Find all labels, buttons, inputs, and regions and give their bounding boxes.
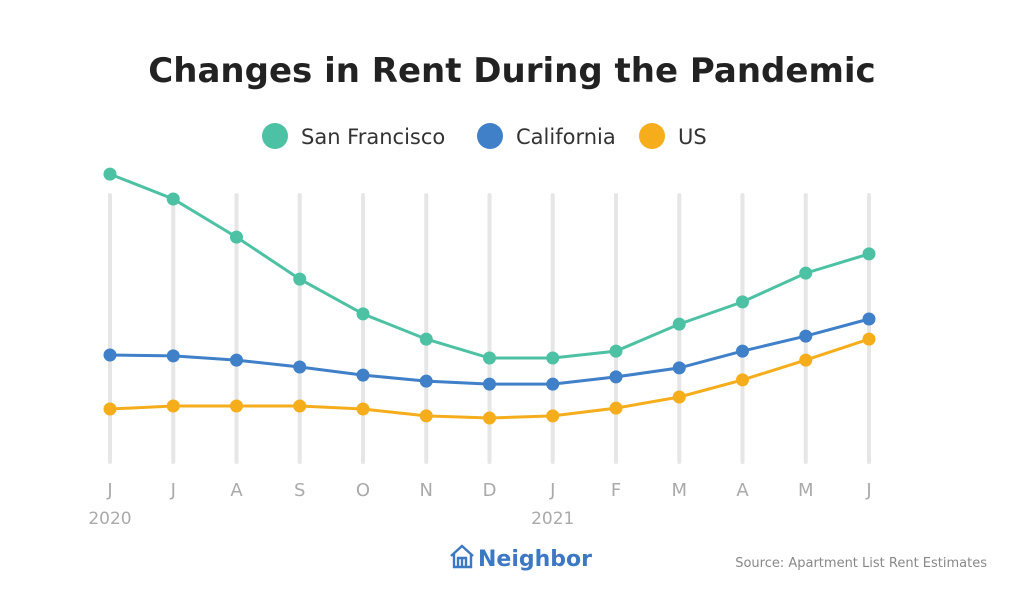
data-point: [862, 312, 876, 326]
data-point: [293, 399, 307, 413]
x-tick-label: J: [170, 480, 176, 501]
data-point: [356, 307, 370, 321]
series-us: [103, 332, 876, 425]
data-point: [356, 402, 370, 416]
data-point: [293, 272, 307, 286]
data-point: [862, 332, 876, 346]
x-tick-label: M: [671, 480, 687, 501]
data-point: [356, 368, 370, 382]
legend-swatch: [262, 123, 288, 149]
x-tick-label: A: [230, 480, 243, 501]
x-tick-label: F: [611, 480, 621, 501]
chart-title: Changes in Rent During the Pandemic: [148, 51, 875, 91]
series-california: [103, 312, 876, 391]
data-point: [166, 192, 180, 206]
house-icon: [450, 544, 474, 569]
x-tick-label: J: [549, 480, 555, 501]
data-point: [546, 351, 560, 365]
data-point: [546, 409, 560, 423]
x-tick-label: J: [106, 480, 112, 501]
data-point: [672, 390, 686, 404]
data-point: [862, 247, 876, 261]
data-point: [230, 353, 243, 367]
data-point: [230, 230, 243, 244]
data-point: [419, 332, 433, 346]
x-tick-label: A: [736, 480, 749, 501]
data-point: [736, 344, 749, 358]
legend-label: US: [678, 125, 707, 149]
legend: San Francisco California US: [262, 123, 707, 149]
data-point: [672, 317, 686, 331]
data-point: [609, 401, 623, 415]
brand-logo: Neighbor: [450, 544, 592, 572]
legend-label: San Francisco: [301, 125, 445, 149]
data-point: [483, 411, 496, 425]
x-tick-label: N: [420, 480, 433, 501]
x-tick-label: D: [483, 480, 497, 501]
year-label: 2020: [88, 509, 131, 529]
legend-label: California: [516, 125, 616, 149]
data-point: [736, 295, 749, 309]
series-san-francisco: [103, 167, 876, 365]
source-note: Source: Apartment List Rent Estimates: [735, 556, 987, 571]
data-point: [419, 374, 433, 388]
data-point: [103, 348, 117, 362]
data-point: [672, 361, 686, 375]
x-tick-label: J: [865, 480, 871, 501]
legend-swatch: [639, 123, 665, 149]
x-tick-label: M: [798, 480, 814, 501]
data-point: [166, 399, 180, 413]
data-point: [103, 167, 117, 181]
data-point: [799, 353, 813, 367]
data-point: [736, 373, 749, 387]
brand-name: Neighbor: [478, 547, 592, 572]
x-tick-label: S: [294, 480, 305, 501]
x-tick-label: O: [356, 480, 370, 501]
data-point: [546, 377, 560, 391]
data-point: [609, 370, 623, 384]
data-point: [609, 344, 623, 358]
data-point: [166, 349, 180, 363]
data-point: [419, 409, 433, 423]
data-point: [799, 329, 813, 343]
data-point: [799, 266, 813, 280]
data-point: [483, 377, 496, 391]
data-point: [483, 351, 496, 365]
x-axis: J J A S O N D J F M A M J 2020 2021: [88, 480, 871, 529]
legend-swatch: [477, 123, 503, 149]
data-point: [230, 399, 243, 413]
data-point: [103, 402, 117, 416]
series-lines: [103, 167, 876, 425]
year-label: 2021: [531, 509, 574, 529]
data-point: [293, 360, 307, 374]
